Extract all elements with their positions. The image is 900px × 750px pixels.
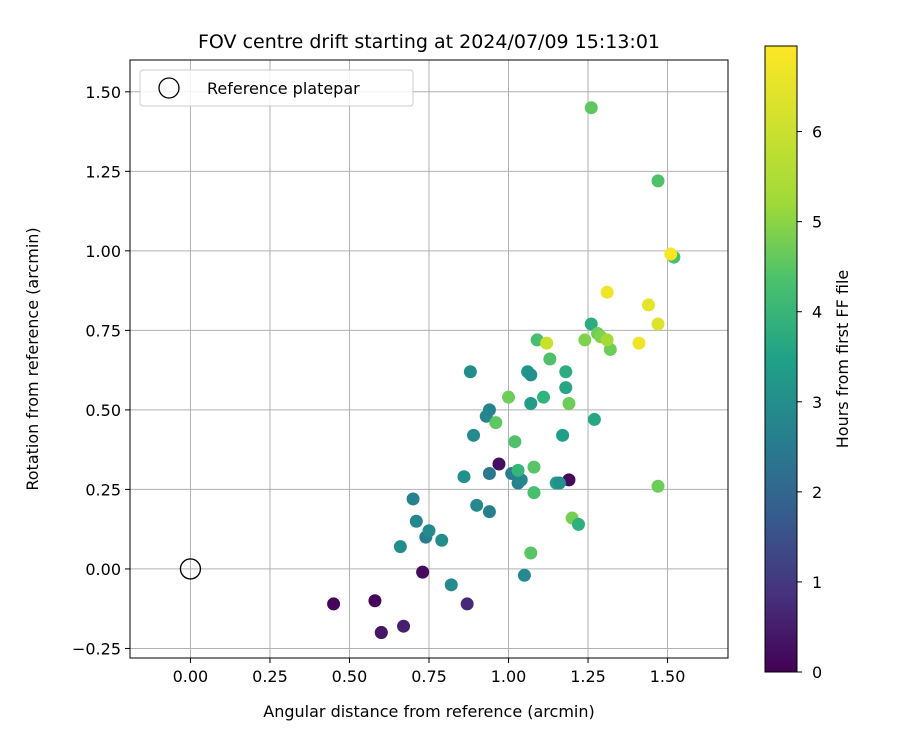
data-point <box>416 565 430 579</box>
data-point <box>435 533 449 547</box>
data-point <box>467 428 481 442</box>
x-ticks: 0.00 0.25 0.50 0.75 1.00 1.25 1.50 <box>173 658 686 686</box>
data-point <box>632 336 646 350</box>
reference-layer <box>179 558 202 580</box>
data-point <box>482 505 496 519</box>
data-point <box>463 365 477 379</box>
colorbar-tick-label: 5 <box>812 213 822 232</box>
colorbar-tick-label: 3 <box>812 393 822 412</box>
data-point <box>482 467 496 481</box>
colorbar-tick-label: 2 <box>812 483 822 502</box>
reference-platepar-marker <box>179 558 202 580</box>
legend: Reference platepar <box>139 69 414 107</box>
colorbar-tick-label: 6 <box>812 123 822 142</box>
data-point <box>524 546 538 560</box>
data-point <box>543 352 557 366</box>
y-ticks: −0.25 0.00 0.25 0.50 0.75 1.00 1.25 1.50 <box>72 83 130 658</box>
data-point <box>524 368 538 382</box>
data-point <box>552 476 566 490</box>
y-tick-label: 1.25 <box>85 162 121 181</box>
data-point <box>584 101 598 115</box>
data-point <box>368 594 382 608</box>
data-point <box>572 517 585 531</box>
y-tick-label: 0.50 <box>85 401 121 420</box>
colorbar-gradient <box>764 45 798 673</box>
colorbar-tick-label: 0 <box>812 663 822 682</box>
data-point <box>556 428 570 442</box>
x-axis-label: Angular distance from reference (arcmin) <box>263 702 594 721</box>
data-point <box>422 524 436 538</box>
data-point <box>540 336 554 350</box>
data-point <box>641 298 655 312</box>
data-point <box>537 390 551 404</box>
y-tick-label: 0.25 <box>85 480 121 499</box>
data-point <box>524 397 538 411</box>
data-point <box>651 317 665 331</box>
data-point <box>578 333 592 347</box>
data-point <box>460 597 474 611</box>
legend-marker-open-circle <box>158 77 180 99</box>
data-point <box>511 463 525 477</box>
data-point <box>559 381 573 395</box>
y-tick-label: 0.75 <box>85 321 121 340</box>
x-tick-label: 1.25 <box>570 667 606 686</box>
colorbar-tick-label: 1 <box>812 573 822 592</box>
y-axis-label: Rotation from reference (arcmin) <box>23 227 42 490</box>
data-point <box>562 397 576 411</box>
data-point <box>327 597 341 611</box>
data-point <box>600 285 614 299</box>
x-tick-label: 0.00 <box>173 667 209 686</box>
data-point <box>374 626 388 640</box>
data-point <box>651 479 665 493</box>
data-point <box>482 403 496 417</box>
colorbar-tick-label: 4 <box>812 303 822 322</box>
data-point <box>393 540 407 554</box>
data-point <box>406 492 420 506</box>
data-point <box>397 619 411 633</box>
y-tick-label: 1.50 <box>85 83 121 102</box>
data-point <box>651 174 665 188</box>
colorbar-ticks: 0 1 2 3 4 5 6 <box>797 123 822 682</box>
data-point <box>584 317 598 331</box>
x-tick-label: 0.75 <box>411 667 447 686</box>
data-point <box>587 412 601 426</box>
data-point <box>527 486 541 500</box>
x-tick-label: 1.00 <box>491 667 527 686</box>
data-point <box>502 390 516 404</box>
x-tick-label: 0.25 <box>252 667 288 686</box>
data-point <box>664 247 678 261</box>
data-point <box>517 568 531 582</box>
data-point <box>444 578 458 592</box>
data-point <box>492 457 506 471</box>
data-point <box>559 365 573 379</box>
legend-label: Reference platepar <box>207 79 360 98</box>
legend-box <box>139 69 414 107</box>
grid <box>130 60 728 658</box>
data-point <box>508 435 522 449</box>
x-tick-label: 1.50 <box>650 667 686 686</box>
data-point <box>470 498 484 512</box>
x-tick-label: 0.50 <box>332 667 368 686</box>
chart-title: FOV centre drift starting at 2024/07/09 … <box>198 31 660 53</box>
data-point <box>409 514 423 528</box>
data-point <box>527 460 541 474</box>
y-tick-label: 0.00 <box>85 560 121 579</box>
colorbar-label: Hours from first FF file <box>833 270 852 449</box>
points-layer <box>327 101 681 640</box>
colorbar: 0 1 2 3 4 5 6 Hours from first FF file <box>764 45 852 682</box>
data-point <box>457 470 471 484</box>
y-tick-label: −0.25 <box>72 639 121 658</box>
data-point <box>489 416 503 430</box>
data-point <box>600 333 614 347</box>
y-tick-label: 1.00 <box>85 242 121 261</box>
